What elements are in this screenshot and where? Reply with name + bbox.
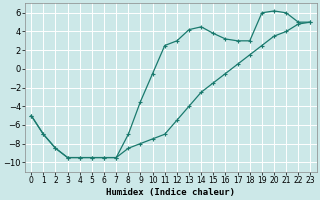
X-axis label: Humidex (Indice chaleur): Humidex (Indice chaleur) [106, 188, 235, 197]
